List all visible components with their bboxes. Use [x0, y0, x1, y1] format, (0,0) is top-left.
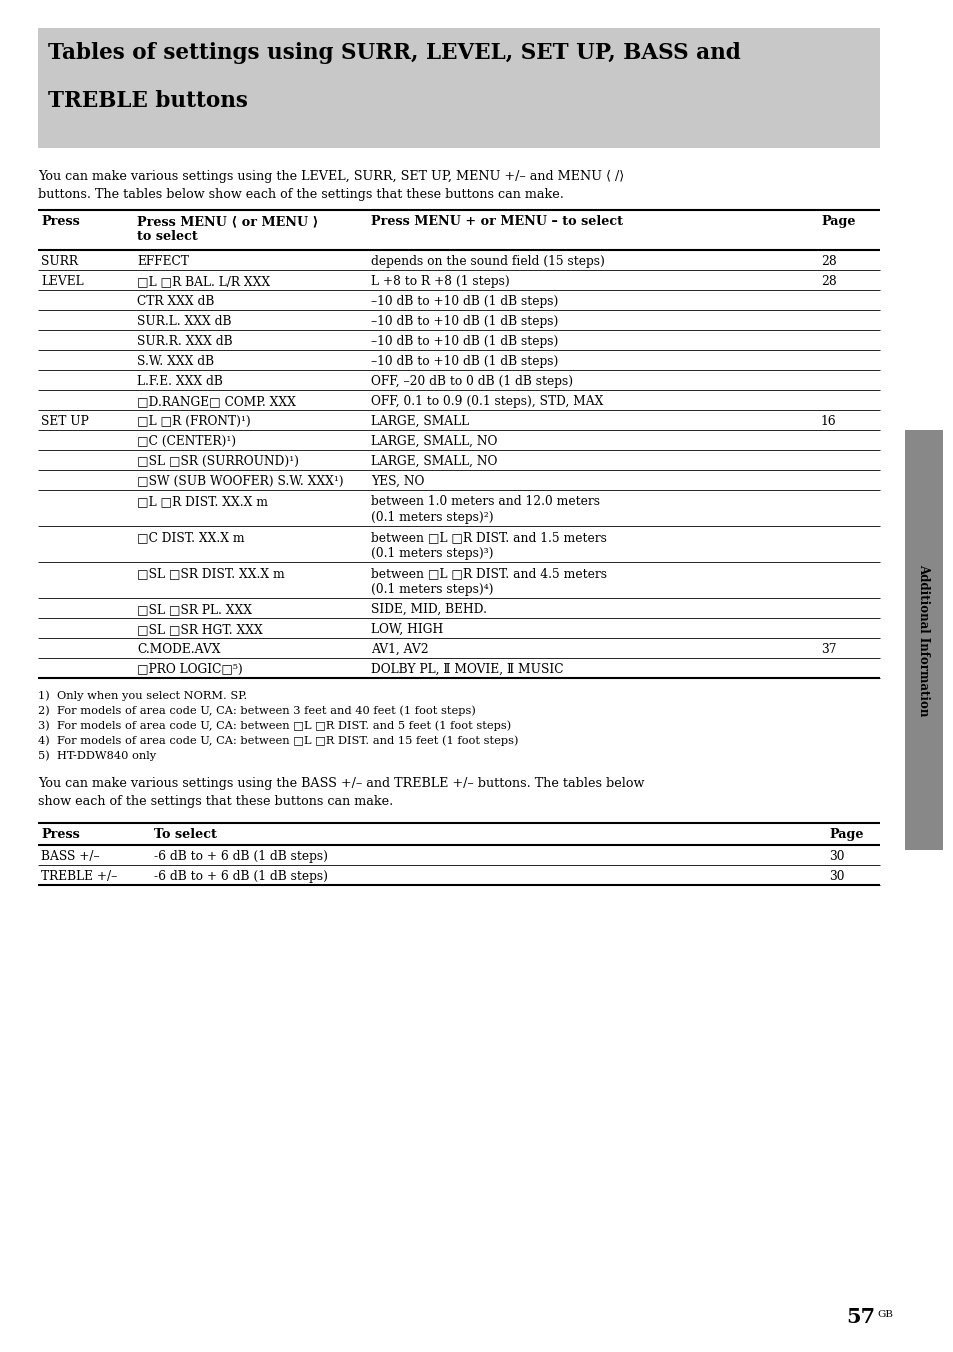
Text: -6 dB to + 6 dB (1 dB steps): -6 dB to + 6 dB (1 dB steps) — [153, 850, 328, 863]
Text: OFF, 0.1 to 0.9 (0.1 steps), STD, MAX: OFF, 0.1 to 0.9 (0.1 steps), STD, MAX — [371, 395, 602, 408]
Text: C.MODE.AVX: C.MODE.AVX — [137, 644, 220, 656]
Text: LARGE, SMALL, NO: LARGE, SMALL, NO — [371, 456, 497, 468]
Text: L +8 to R +8 (1 steps): L +8 to R +8 (1 steps) — [371, 274, 509, 288]
Text: Press MENU + or MENU – to select: Press MENU + or MENU – to select — [371, 215, 622, 228]
Text: between □L □R DIST. and 1.5 meters: between □L □R DIST. and 1.5 meters — [371, 531, 606, 544]
Text: 37: 37 — [821, 644, 836, 656]
Text: □L □R BAL. L/R XXX: □L □R BAL. L/R XXX — [137, 274, 270, 288]
Text: LARGE, SMALL: LARGE, SMALL — [371, 415, 469, 429]
Text: SET UP: SET UP — [41, 415, 89, 429]
Text: GB: GB — [876, 1310, 892, 1320]
Text: 1)  Only when you select NORM. SP.: 1) Only when you select NORM. SP. — [38, 690, 247, 700]
Text: SIDE, MID, BEHD.: SIDE, MID, BEHD. — [371, 603, 486, 617]
Text: 5)  HT-DDW840 only: 5) HT-DDW840 only — [38, 750, 156, 761]
Text: □SW (SUB WOOFER) S.W. XXX¹): □SW (SUB WOOFER) S.W. XXX¹) — [137, 475, 343, 488]
Text: (0.1 meters steps)⁴): (0.1 meters steps)⁴) — [371, 583, 493, 596]
Text: 30: 30 — [828, 869, 843, 883]
Text: depends on the sound field (15 steps): depends on the sound field (15 steps) — [371, 256, 604, 268]
Text: TREBLE +/–: TREBLE +/– — [41, 869, 117, 883]
Text: 28: 28 — [821, 274, 836, 288]
Text: LOW, HIGH: LOW, HIGH — [371, 623, 443, 635]
Text: 57: 57 — [845, 1307, 874, 1328]
Text: Page: Page — [821, 215, 855, 228]
Text: LEVEL: LEVEL — [41, 274, 84, 288]
Bar — [38, 28, 879, 147]
Text: Press MENU ⟨ or MENU ⟩: Press MENU ⟨ or MENU ⟩ — [137, 215, 318, 228]
Text: (0.1 meters steps)²): (0.1 meters steps)²) — [371, 511, 493, 525]
Text: To select: To select — [153, 827, 216, 841]
Text: □SL □SR (SURROUND)¹): □SL □SR (SURROUND)¹) — [137, 456, 298, 468]
Text: □SL □SR HGT. XXX: □SL □SR HGT. XXX — [137, 623, 262, 635]
Text: You can make various settings using the LEVEL, SURR, SET UP, MENU +/– and MENU ⟨: You can make various settings using the … — [38, 170, 623, 183]
Text: –10 dB to +10 dB (1 dB steps): –10 dB to +10 dB (1 dB steps) — [371, 315, 558, 329]
Text: S.W. XXX dB: S.W. XXX dB — [137, 356, 213, 368]
Text: You can make various settings using the BASS +/– and TREBLE +/– buttons. The tab: You can make various settings using the … — [38, 777, 643, 790]
Text: Page: Page — [828, 827, 862, 841]
Text: show each of the settings that these buttons can make.: show each of the settings that these but… — [38, 795, 393, 808]
Text: EFFECT: EFFECT — [137, 256, 189, 268]
Text: □D.RANGE□ COMP. XXX: □D.RANGE□ COMP. XXX — [137, 395, 295, 408]
Text: –10 dB to +10 dB (1 dB steps): –10 dB to +10 dB (1 dB steps) — [371, 335, 558, 347]
Text: SUR.R. XXX dB: SUR.R. XXX dB — [137, 335, 233, 347]
Text: DOLBY PL, Ⅱ MOVIE, Ⅱ MUSIC: DOLBY PL, Ⅱ MOVIE, Ⅱ MUSIC — [371, 662, 563, 676]
Text: LARGE, SMALL, NO: LARGE, SMALL, NO — [371, 435, 497, 448]
Text: Tables of settings using SURR, LEVEL, SET UP, BASS and: Tables of settings using SURR, LEVEL, SE… — [48, 42, 740, 64]
Text: □SL □SR PL. XXX: □SL □SR PL. XXX — [137, 603, 252, 617]
Text: TREBLE buttons: TREBLE buttons — [48, 91, 248, 112]
Text: –10 dB to +10 dB (1 dB steps): –10 dB to +10 dB (1 dB steps) — [371, 295, 558, 308]
Text: AV1, AV2: AV1, AV2 — [371, 644, 428, 656]
Text: BASS +/–: BASS +/– — [41, 850, 99, 863]
Text: –10 dB to +10 dB (1 dB steps): –10 dB to +10 dB (1 dB steps) — [371, 356, 558, 368]
Text: SUR.L. XXX dB: SUR.L. XXX dB — [137, 315, 232, 329]
Text: YES, NO: YES, NO — [371, 475, 424, 488]
Text: 3)  For models of area code U, CA: between □L □R DIST. and 5 feet (1 foot steps): 3) For models of area code U, CA: betwee… — [38, 721, 511, 730]
Text: 28: 28 — [821, 256, 836, 268]
Bar — [904, 430, 942, 850]
Text: □SL □SR DIST. XX.X m: □SL □SR DIST. XX.X m — [137, 566, 284, 580]
Text: SURR: SURR — [41, 256, 78, 268]
Text: OFF, –20 dB to 0 dB (1 dB steps): OFF, –20 dB to 0 dB (1 dB steps) — [371, 375, 573, 388]
Text: 30: 30 — [828, 850, 843, 863]
Text: □C DIST. XX.X m: □C DIST. XX.X m — [137, 531, 244, 544]
Text: between 1.0 meters and 12.0 meters: between 1.0 meters and 12.0 meters — [371, 495, 599, 508]
Text: Press: Press — [41, 827, 80, 841]
Text: 2)  For models of area code U, CA: between 3 feet and 40 feet (1 foot steps): 2) For models of area code U, CA: betwee… — [38, 704, 476, 715]
Text: 4)  For models of area code U, CA: between □L □R DIST. and 15 feet (1 foot steps: 4) For models of area code U, CA: betwee… — [38, 735, 518, 745]
Text: to select: to select — [137, 230, 197, 243]
Text: CTR XXX dB: CTR XXX dB — [137, 295, 214, 308]
Text: □L □R (FRONT)¹): □L □R (FRONT)¹) — [137, 415, 251, 429]
Text: □PRO LOGIC□⁵): □PRO LOGIC□⁵) — [137, 662, 242, 676]
Text: buttons. The tables below show each of the settings that these buttons can make.: buttons. The tables below show each of t… — [38, 188, 563, 201]
Text: 16: 16 — [821, 415, 836, 429]
Text: □L □R DIST. XX.X m: □L □R DIST. XX.X m — [137, 495, 268, 508]
Text: Additional Information: Additional Information — [917, 564, 929, 717]
Text: -6 dB to + 6 dB (1 dB steps): -6 dB to + 6 dB (1 dB steps) — [153, 869, 328, 883]
Text: between □L □R DIST. and 4.5 meters: between □L □R DIST. and 4.5 meters — [371, 566, 606, 580]
Text: (0.1 meters steps)³): (0.1 meters steps)³) — [371, 548, 493, 560]
Text: Press: Press — [41, 215, 80, 228]
Text: □C (CENTER)¹): □C (CENTER)¹) — [137, 435, 236, 448]
Text: L.F.E. XXX dB: L.F.E. XXX dB — [137, 375, 223, 388]
